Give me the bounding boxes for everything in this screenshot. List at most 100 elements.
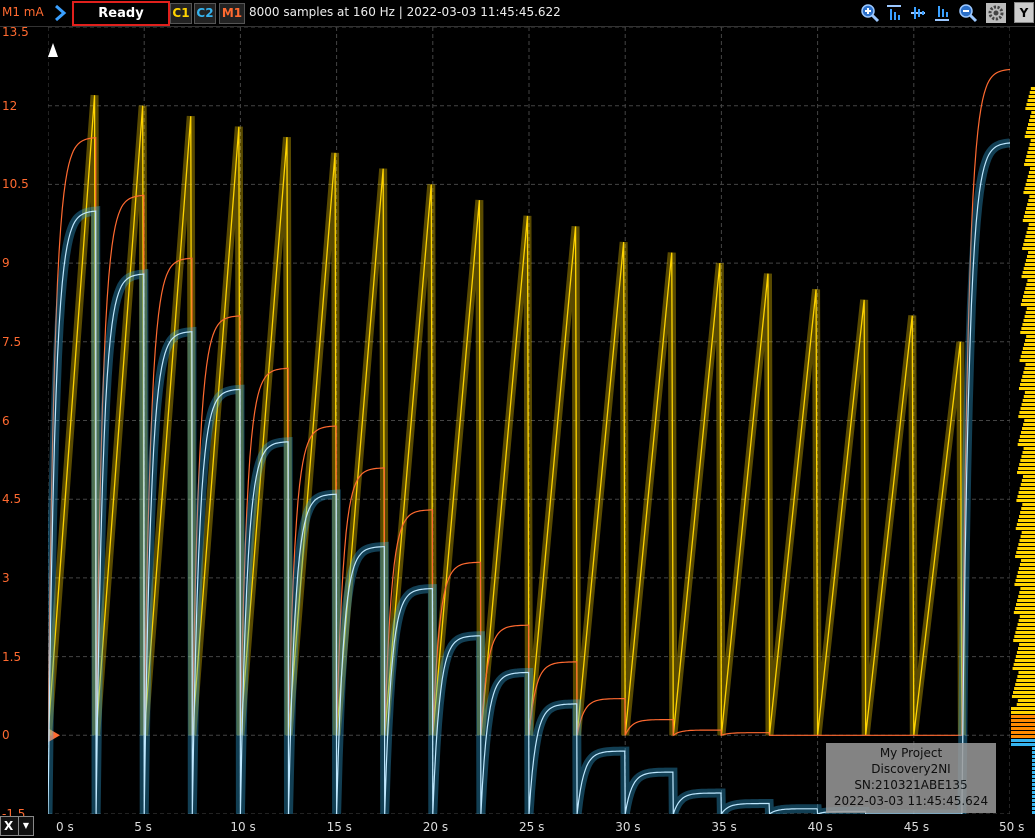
histogram-bar <box>1019 411 1035 414</box>
histogram-bar <box>1021 559 1035 562</box>
histogram-bar <box>1019 359 1035 362</box>
histogram-bar <box>1019 435 1035 438</box>
histogram-bar <box>1026 207 1035 210</box>
stamp-project: My Project <box>879 746 943 760</box>
histogram-bar <box>1025 311 1035 314</box>
histogram-bar <box>1017 623 1035 626</box>
histogram-bar <box>1023 215 1035 218</box>
histogram-bar <box>1030 115 1035 118</box>
unit-label: M1 mA <box>2 5 44 19</box>
histogram-bar <box>1032 807 1035 810</box>
histogram-bar <box>1018 619 1035 622</box>
align-top-icon[interactable] <box>884 3 904 23</box>
histogram-bar <box>1011 739 1035 742</box>
histogram-bar <box>1032 763 1035 766</box>
histogram-bar <box>1025 287 1035 290</box>
histogram-bar <box>1014 635 1035 638</box>
histogram-bar <box>1020 303 1035 306</box>
y-tick-label: 10.5 <box>2 177 29 192</box>
x-tick-label: 20 s <box>422 820 449 834</box>
histogram-bar <box>1025 235 1035 238</box>
histogram-bar <box>1024 391 1035 394</box>
channel-c1-button[interactable]: C1 <box>170 3 192 24</box>
histogram-bar <box>1025 339 1035 342</box>
align-bottom-icon[interactable] <box>932 3 952 23</box>
histogram-strip <box>1011 87 1035 814</box>
histogram-bar <box>1017 699 1035 702</box>
histogram-bar <box>1024 187 1035 190</box>
histogram-bar <box>1018 415 1035 418</box>
histogram-bar <box>1024 291 1035 294</box>
zoom-in-icon[interactable] <box>860 3 880 23</box>
histogram-bar <box>1029 91 1035 94</box>
histogram-bar <box>1027 203 1035 206</box>
histogram-bar <box>1028 251 1035 254</box>
histogram-bar <box>1024 419 1035 422</box>
histogram-bar <box>1029 119 1035 122</box>
histogram-bar <box>1020 587 1035 590</box>
histogram-bar <box>1032 783 1035 786</box>
histogram-bar <box>1021 531 1035 534</box>
histogram-bar <box>1018 647 1035 650</box>
x-tick-label: 10 s <box>230 820 256 834</box>
histogram-bar <box>1017 571 1035 574</box>
histogram-bar <box>1029 143 1035 146</box>
x-tick-label: 0 s <box>56 820 74 834</box>
histogram-bar <box>1024 315 1035 318</box>
histogram-bar <box>1021 275 1035 278</box>
histogram-bar <box>1017 471 1035 474</box>
histogram-bar <box>1032 751 1035 754</box>
histogram-bar <box>1011 715 1035 718</box>
run-arrow-icon[interactable] <box>52 4 68 22</box>
y-axis-button[interactable]: Y <box>1014 2 1034 23</box>
histogram-bar <box>1023 423 1035 426</box>
histogram-bar <box>1017 443 1035 446</box>
zoom-out-icon[interactable] <box>958 3 978 23</box>
histogram-bar <box>1023 371 1035 374</box>
histogram-bar <box>1021 327 1035 330</box>
histogram-bar <box>1025 107 1035 110</box>
histogram-bar <box>1019 487 1035 490</box>
histogram-bar <box>1017 495 1035 498</box>
channel-c2-button[interactable]: C2 <box>194 3 216 24</box>
status-button[interactable]: Ready <box>72 1 170 26</box>
histogram-bar <box>1014 687 1035 690</box>
histogram-bar <box>1026 255 1035 258</box>
histogram-bar <box>1032 767 1035 770</box>
gear-icon[interactable] <box>986 3 1006 23</box>
x-axis-selector[interactable]: X ▼ <box>0 816 34 836</box>
histogram-bar <box>1027 151 1035 154</box>
stamp-device: Discovery2NI <box>871 762 951 776</box>
histogram-bar <box>1019 515 1035 518</box>
histogram-bar <box>1019 463 1035 466</box>
histogram-bar <box>1017 547 1035 550</box>
histogram-bar <box>1023 319 1035 322</box>
histogram-bar <box>1032 787 1035 790</box>
histogram-bar <box>1018 595 1035 598</box>
histogram-bar <box>1011 731 1035 734</box>
chevron-down-icon: ▼ <box>18 817 33 835</box>
histogram-bar <box>1022 427 1035 430</box>
histogram-bar <box>1028 95 1035 98</box>
histogram-bar <box>1020 459 1035 462</box>
histogram-bar <box>1028 199 1035 202</box>
y-tick-label: 6 <box>2 413 10 428</box>
histogram-bar <box>1020 331 1035 334</box>
y-tick-label: 4.5 <box>2 492 22 507</box>
histogram-bar <box>1029 167 1035 170</box>
histogram-bar <box>1024 367 1035 370</box>
align-middle-icon[interactable] <box>908 3 928 23</box>
histogram-bar <box>1011 727 1035 730</box>
histogram-bar <box>1020 511 1035 514</box>
histogram-bar <box>1018 467 1035 470</box>
histogram-bar <box>1011 743 1035 746</box>
histogram-bar <box>1025 363 1035 366</box>
histogram-bar <box>1011 735 1035 738</box>
oscilloscope-plot[interactable] <box>48 27 1010 814</box>
histogram-bar <box>1015 631 1035 634</box>
channel-m1-button[interactable]: M1 <box>219 3 245 24</box>
histogram-bar <box>1025 183 1035 186</box>
histogram-bar <box>1023 343 1035 346</box>
histogram-bar <box>1016 679 1035 682</box>
histogram-bar <box>1020 383 1035 386</box>
